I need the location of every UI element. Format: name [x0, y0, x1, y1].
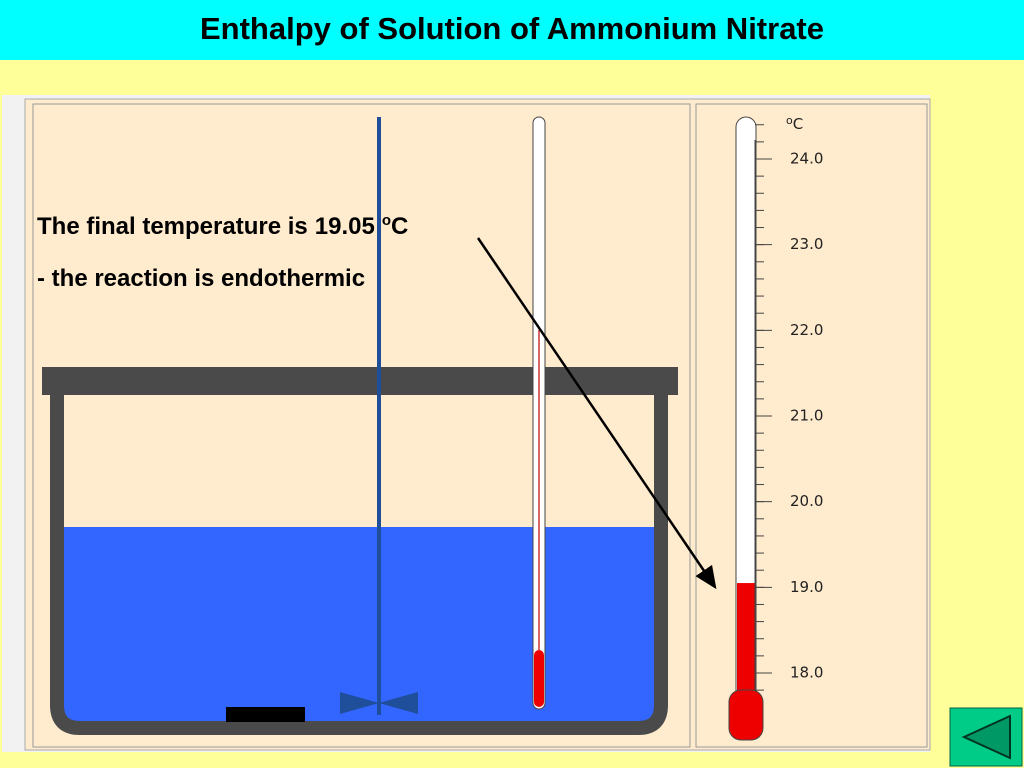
tick-label: 24.0 [790, 150, 823, 168]
tick-label: 23.0 [790, 235, 823, 253]
conclusion: - the reaction is endothermic [37, 265, 366, 292]
tick-label: 18.0 [790, 664, 823, 682]
scale-unit-sup: o [786, 114, 793, 127]
propeller [340, 692, 418, 714]
thermometer-column [737, 583, 755, 705]
title-bar: Enthalpy of Solution of Ammonium Nitrate [0, 0, 1024, 60]
result-text: The final temperature is [37, 213, 308, 240]
scale-unit: oC [786, 114, 803, 133]
title: Enthalpy of Solution of Ammonium Nitrate [200, 11, 824, 46]
tick-label: 20.0 [790, 492, 823, 510]
tick-label: 21.0 [790, 407, 823, 425]
result-temperature: 19.05 [314, 213, 375, 240]
water [57, 527, 661, 728]
tick-label: 19.0 [790, 578, 823, 596]
beaker [50, 392, 668, 735]
tick-label: 22.0 [790, 321, 823, 339]
result-unit-sup: o [381, 212, 391, 229]
nav-back-icon[interactable] [961, 714, 1011, 760]
stir-bar [226, 707, 305, 722]
scale-unit-letter: C [793, 115, 803, 133]
thermometer-bulb [728, 689, 764, 741]
result-line: The final temperature is 19.05 oC [37, 212, 408, 241]
small-thermometer-column [534, 650, 544, 707]
lid [42, 367, 678, 395]
result-unit: C [390, 213, 409, 240]
arrow [476, 237, 717, 590]
scale-panel [695, 103, 928, 748]
